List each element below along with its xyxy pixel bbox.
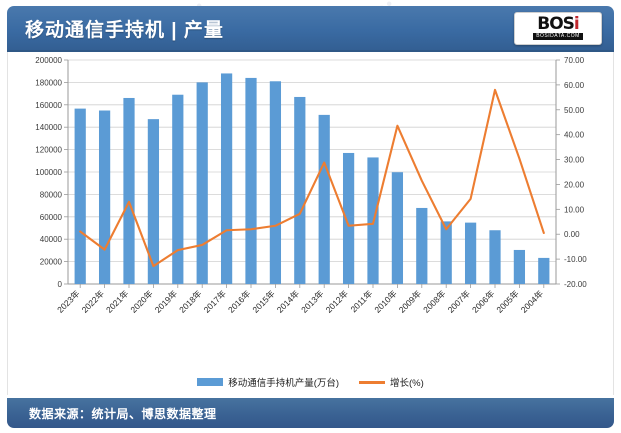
- bar[interactable]: [220, 73, 233, 284]
- legend-label-growth: 增长(%): [390, 378, 424, 389]
- x-axis-label: 2011年: [348, 288, 374, 314]
- right-axis-tick: 70.00: [564, 56, 585, 65]
- left-axis-tick: 140000: [35, 123, 62, 132]
- bar[interactable]: [147, 119, 160, 284]
- page-footer: 数据来源：统计局、博思数据整理: [7, 398, 614, 428]
- left-axis-tick: 200000: [35, 56, 62, 65]
- left-axis-tick: 120000: [35, 146, 62, 155]
- right-axis-tick: 20.00: [564, 180, 585, 189]
- page-header: 移动通信手持机 | 产量 BOSi BOSIDATA.COM: [7, 6, 614, 52]
- right-axis-tick: 10.00: [564, 205, 585, 214]
- left-axis-tick: 100000: [35, 168, 62, 177]
- right-axis-tick: -20.00: [564, 280, 587, 289]
- bar[interactable]: [440, 221, 452, 284]
- x-axis-label: 2013年: [299, 288, 326, 315]
- bar[interactable]: [98, 110, 111, 285]
- left-axis-tick: 80000: [40, 190, 63, 199]
- bar[interactable]: [74, 108, 86, 284]
- bar[interactable]: [172, 94, 184, 284]
- bar[interactable]: [318, 114, 330, 284]
- x-axis-label: 2008年: [421, 288, 448, 315]
- bar[interactable]: [489, 230, 501, 284]
- x-axis-label: 2017年: [202, 288, 229, 315]
- legend-item-growth[interactable]: 增长(%): [359, 375, 424, 389]
- bar[interactable]: [294, 96, 306, 285]
- left-axis-tick: 0: [58, 280, 63, 289]
- bosi-logo: BOSi BOSIDATA.COM: [514, 12, 602, 45]
- x-axis-label: 2004年: [519, 288, 546, 315]
- x-axis-label: 2014年: [275, 288, 302, 315]
- x-axis-label: 2018年: [177, 288, 204, 315]
- x-axis-label: 2005年: [494, 288, 521, 315]
- left-axis-tick: 40000: [40, 235, 63, 244]
- combo-chart: 0 20000 40000 60000 80000 100000 120000 140000 1…: [35, 56, 587, 315]
- x-axis-label: 2020年: [128, 288, 155, 315]
- x-axis-label: 2015年: [250, 288, 277, 315]
- left-axis-tick: 60000: [40, 213, 63, 222]
- left-axis-tick: 160000: [35, 101, 62, 110]
- bar[interactable]: [269, 81, 282, 284]
- x-axis-label: 2016年: [226, 288, 253, 315]
- bar[interactable]: [464, 222, 477, 284]
- chart-area: 0 20000 40000 60000 80000 100000 120000 140000 1…: [7, 52, 614, 395]
- left-axis-tick: 20000: [40, 258, 63, 267]
- right-axis-tick: 30.00: [564, 156, 585, 165]
- right-axis-tick: -10.00: [564, 255, 587, 264]
- growth-line[interactable]: [79, 88, 545, 268]
- x-axis-label: 2009年: [397, 288, 424, 315]
- bar[interactable]: [123, 97, 135, 284]
- bar[interactable]: [416, 207, 428, 284]
- left-axis-tick: 180000: [35, 78, 62, 87]
- page-title: 移动通信手持机 | 产量: [25, 19, 224, 41]
- x-axis-label: 2019年: [153, 288, 180, 315]
- x-axis-label: 2021年: [104, 288, 131, 315]
- legend-item-production[interactable]: 移动通信手持机产量(万台): [197, 375, 339, 389]
- legend-swatch-line: [359, 380, 386, 384]
- right-axis-tick: 50.00: [564, 106, 585, 115]
- bar[interactable]: [391, 172, 404, 284]
- logo-domain: BOSIDATA.COM: [533, 33, 583, 40]
- right-axis-tick: 40.00: [564, 131, 585, 140]
- x-axis-label: 2010年: [372, 288, 399, 315]
- plot-wrapper: 0 20000 40000 60000 80000 100000 120000 140000 1…: [8, 52, 613, 395]
- x-axis-label: 2007年: [446, 288, 473, 315]
- bar[interactable]: [342, 152, 355, 284]
- data-source-text: 数据来源：统计局、博思数据整理: [29, 406, 217, 421]
- x-axis-label: 2023年: [55, 288, 82, 315]
- x-axis-label: 2022年: [80, 288, 107, 315]
- x-axis-label: 2006年: [470, 288, 497, 315]
- bar[interactable]: [538, 257, 550, 284]
- right-axis-tick: 0.00: [564, 230, 580, 239]
- bar[interactable]: [513, 249, 526, 284]
- right-axis-tick: 60.00: [564, 81, 585, 90]
- bar[interactable]: [245, 77, 257, 284]
- bar[interactable]: [196, 82, 208, 285]
- chart-legend: 移动通信手持机产量(万台) 增长(%): [8, 375, 613, 389]
- logo-wordmark: BOSi: [537, 14, 579, 34]
- legend-label-production: 移动通信手持机产量(万台): [228, 378, 340, 389]
- x-axis-label: 2012年: [324, 288, 351, 315]
- legend-swatch-bar: [197, 378, 224, 386]
